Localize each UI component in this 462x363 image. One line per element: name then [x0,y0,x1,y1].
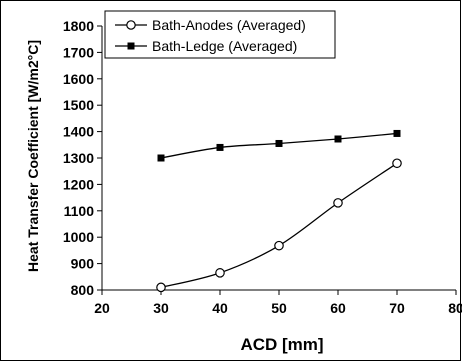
series-lines [160,132,398,288]
y-tick-label: 1200 [63,176,94,192]
y-tick-label: 1300 [63,150,94,166]
x-tick-label: 50 [271,300,287,316]
y-tick-label: 1400 [63,124,94,140]
y-tick-label: 800 [71,282,95,298]
x-tick-label: 80 [448,300,462,316]
series-markers [156,129,402,293]
legend-label: Bath-Anodes (Averaged) [152,17,306,33]
data-point-circle [215,268,225,278]
legend-box [104,10,336,59]
data-point-circle [156,282,166,293]
x-tick-label: 60 [330,300,346,316]
x-tick-label: 30 [153,300,169,316]
y-tick-label: 1600 [63,71,94,87]
x-tick-label: 40 [212,300,228,316]
x-tick-label: 70 [389,300,405,316]
y-tick-label: 1500 [63,97,94,113]
y-tick-label: 1100 [64,203,95,219]
legend-marker-circle [126,20,136,30]
data-point-square [275,139,283,147]
y-tick-label: 1000 [63,229,94,245]
y-tick-label: 1800 [63,18,94,34]
legend-label: Bath-Ledge (Averaged) [152,38,297,54]
data-point-square [157,154,165,162]
data-point-circle [274,240,284,251]
legend-marker-square [127,42,135,50]
data-point-circle [333,198,343,208]
legend: Bath-Anodes (Averaged) Bath-Ledge (Averag… [104,10,336,59]
x-tick-label: 20 [94,300,110,316]
y-axis-title: Heat Transfer Coefficient [W/m2°C] [25,40,41,272]
data-point-square [216,143,224,151]
data-point-circle [392,158,402,169]
data-point-square [334,135,342,143]
x-axis-ticks: 20 30 40 50 60 70 80 [94,290,462,316]
data-point-square [393,129,401,137]
x-axis-title: ACD [mm] [240,335,323,354]
y-axis-ticks: 800 900 1000 1100 1200 1300 1400 1500 1600 1700 18… [63,18,102,298]
y-tick-label: 1700 [63,44,94,60]
series-line-1 [160,162,398,288]
y-tick-label: 900 [71,256,95,272]
